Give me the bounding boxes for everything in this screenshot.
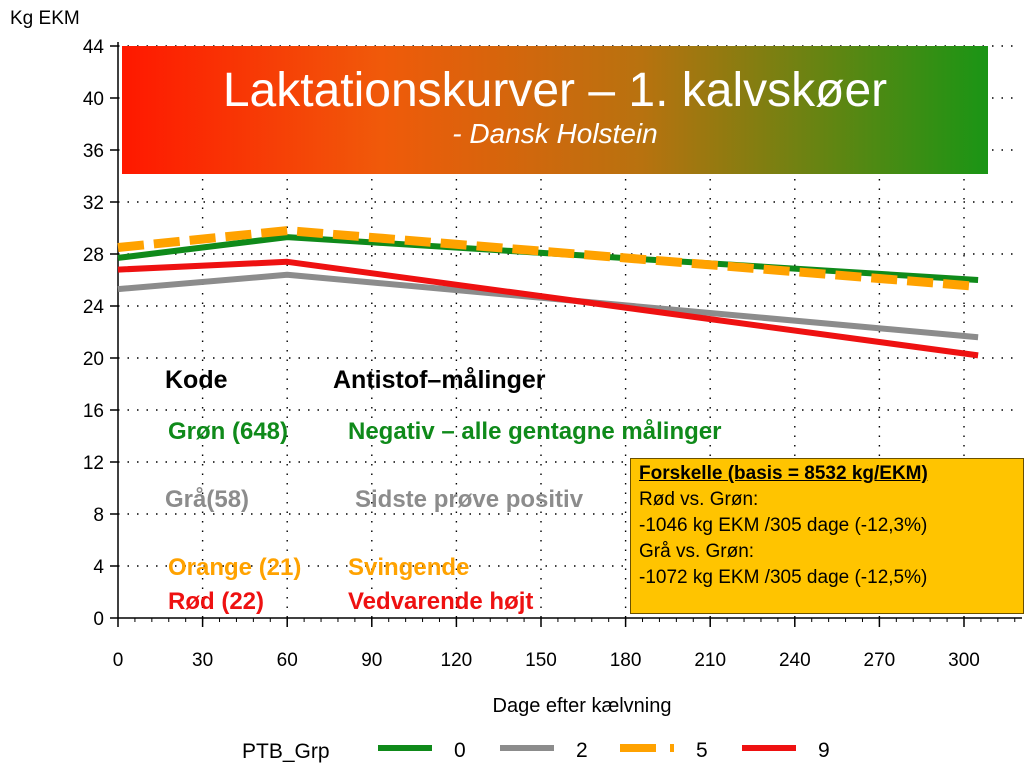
code-row-green: Grøn (648) <box>168 418 289 445</box>
code-row-red: Rød (22) <box>168 588 264 615</box>
meaning-row-green: Negativ – alle gentagne målinger <box>348 418 722 445</box>
y-tick-label: 40 <box>83 89 104 110</box>
y-tick-label: 44 <box>83 37 105 58</box>
meaning-header: Antistof–målinger <box>333 366 546 394</box>
y-tick-label: 28 <box>83 245 104 266</box>
legend-label-2: 2 <box>576 739 588 762</box>
x-tick-label: 150 <box>525 650 557 671</box>
difference-info-box: Forskelle (basis = 8532 kg/EKM) Rød vs. … <box>630 458 1024 614</box>
y-tick-label: 32 <box>83 193 104 214</box>
x-tick-label: 180 <box>610 650 642 671</box>
x-tick-label: 270 <box>864 650 896 671</box>
x-tick-label: 0 <box>113 650 124 671</box>
axes: 0 4 8 12 16 20 24 28 32 36 40 44 0 30 60 90 120 150 180 210… <box>83 37 1022 671</box>
y-tick-label: 24 <box>83 297 105 318</box>
info-box-line: -1046 kg EKM /305 dage (-12,3%) <box>639 515 928 536</box>
code-row-orange: Orange (21) <box>168 554 302 581</box>
x-tick-label: 300 <box>948 650 980 671</box>
y-tick-label: 16 <box>83 401 104 422</box>
info-box-line: Rød vs. Grøn: <box>639 489 759 510</box>
info-box-line: -1072 kg EKM /305 dage (-12,5%) <box>639 567 928 588</box>
legend-title: PTB_Grp <box>242 740 330 763</box>
x-tick-label: 120 <box>441 650 473 671</box>
legend-label-5: 5 <box>696 739 708 762</box>
meaning-row-gray: Sidste prøve positiv <box>355 486 584 513</box>
x-axis-title: Dage efter kælvning <box>493 695 672 717</box>
x-tick-label: 60 <box>277 650 298 671</box>
chart-subtitle: - Dansk Holstein <box>452 118 658 149</box>
x-tick-label: 210 <box>694 650 726 671</box>
x-tick-label: 90 <box>361 650 382 671</box>
info-box-heading: Forskelle (basis = 8532 kg/EKM) <box>639 463 928 484</box>
x-tick-label: 30 <box>192 650 213 671</box>
legend-label-9: 9 <box>818 739 830 762</box>
meaning-row-red: Vedvarende højt <box>348 588 534 615</box>
meaning-row-orange: Svingende <box>348 554 470 581</box>
x-tick-label: 240 <box>779 650 811 671</box>
series-line-2 <box>117 271 979 341</box>
title-banner: Laktationskurver – 1. kalvskøer - Dansk … <box>122 46 988 174</box>
y-tick-label: 20 <box>83 349 104 370</box>
code-row-gray: Grå(58) <box>165 486 250 513</box>
y-tick-label: 4 <box>93 557 104 578</box>
legend: PTB_Grp 0 2 5 9 <box>242 739 830 763</box>
series-line-5 <box>117 226 979 291</box>
y-tick-label: 8 <box>93 505 104 526</box>
info-box-line: Grå vs. Grøn: <box>639 541 755 562</box>
y-tick-label: 36 <box>83 141 104 162</box>
y-tick-label: 12 <box>83 453 104 474</box>
y-tick-label: 0 <box>93 609 104 630</box>
code-header: Kode <box>165 366 228 394</box>
legend-label-0: 0 <box>454 739 466 762</box>
chart-title: Laktationskurver – 1. kalvskøer <box>222 64 888 117</box>
series-lines <box>117 226 979 359</box>
y-axis-title: Kg EKM <box>10 8 80 29</box>
series-line-9 <box>117 258 979 359</box>
